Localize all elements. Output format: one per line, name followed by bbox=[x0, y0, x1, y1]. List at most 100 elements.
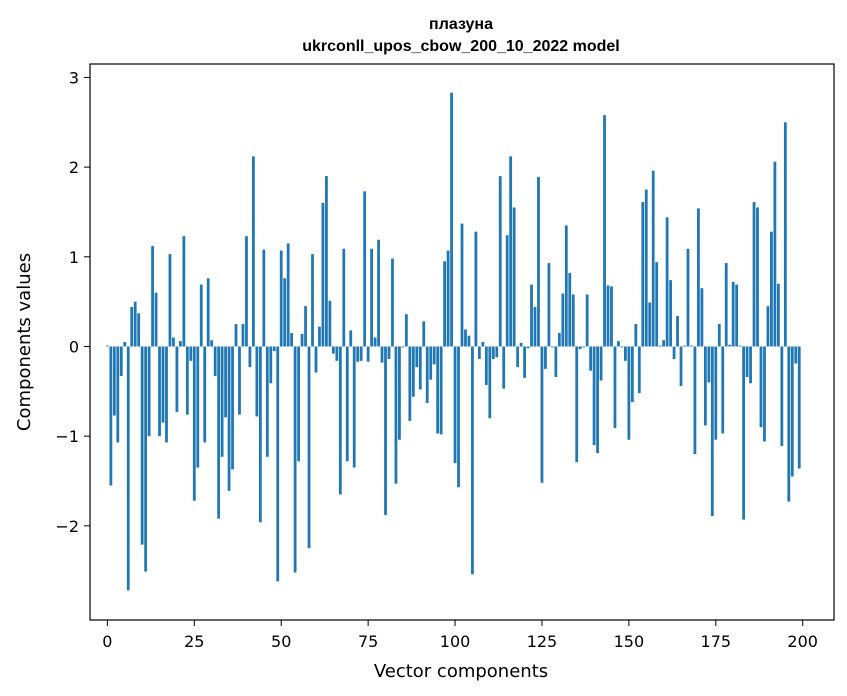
bar-175 bbox=[714, 346, 718, 440]
bar-39 bbox=[241, 324, 245, 347]
bar-64 bbox=[328, 300, 332, 347]
bar-66 bbox=[335, 346, 339, 361]
bar-24 bbox=[189, 346, 193, 361]
bar-42 bbox=[252, 156, 255, 347]
bar-168 bbox=[690, 345, 693, 347]
y-tick-label: 0 bbox=[69, 337, 79, 356]
bar-166 bbox=[683, 345, 686, 347]
bar-136 bbox=[578, 346, 582, 350]
bar-22 bbox=[182, 236, 186, 347]
bar-159 bbox=[658, 345, 662, 347]
x-tick-label: 50 bbox=[271, 632, 291, 651]
bar-75 bbox=[366, 346, 370, 362]
bar-25 bbox=[192, 346, 196, 501]
bar-65 bbox=[331, 346, 335, 354]
bar-179 bbox=[728, 344, 732, 347]
bar-63 bbox=[325, 176, 328, 347]
bar-60 bbox=[314, 346, 318, 373]
bar-194 bbox=[780, 346, 784, 447]
x-axis-label: Vector components bbox=[374, 661, 548, 682]
bar-80 bbox=[384, 346, 387, 516]
bar-149 bbox=[624, 346, 627, 361]
bar-104 bbox=[467, 335, 471, 347]
bar-85 bbox=[401, 346, 405, 348]
bar-164 bbox=[676, 315, 679, 347]
bar-176 bbox=[717, 324, 721, 347]
bar-1 bbox=[109, 346, 113, 486]
bar-117 bbox=[512, 207, 516, 347]
bar-54 bbox=[293, 346, 297, 573]
bar-135 bbox=[575, 346, 579, 463]
bar-100 bbox=[453, 346, 457, 464]
bar-171 bbox=[700, 288, 704, 347]
bar-96 bbox=[439, 346, 443, 435]
bar-196 bbox=[787, 346, 791, 502]
bar-12 bbox=[147, 346, 151, 437]
bar-17 bbox=[165, 346, 168, 443]
bar-46 bbox=[265, 346, 269, 457]
bar-147 bbox=[617, 341, 620, 347]
bar-21 bbox=[179, 341, 182, 347]
bar-15 bbox=[158, 346, 161, 437]
bar-23 bbox=[185, 346, 189, 415]
bar-93 bbox=[429, 346, 433, 380]
bar-116 bbox=[509, 156, 513, 347]
bar-125 bbox=[540, 346, 544, 483]
bar-36 bbox=[231, 346, 234, 470]
bar-86 bbox=[404, 314, 408, 347]
bar-173 bbox=[707, 346, 711, 383]
bar-32 bbox=[217, 346, 221, 519]
bar-0 bbox=[105, 345, 109, 347]
bar-45 bbox=[262, 249, 266, 347]
bar-163 bbox=[672, 346, 676, 360]
bar-124 bbox=[537, 176, 540, 347]
bar-121 bbox=[526, 346, 530, 349]
x-tick-label: 0 bbox=[102, 632, 112, 651]
bar-162 bbox=[669, 280, 672, 347]
chart-title-line2: ukrconll_upos_cbow_200_10_2022 model bbox=[302, 38, 619, 55]
bar-51 bbox=[283, 278, 287, 347]
bar-2 bbox=[112, 346, 116, 416]
bar-143 bbox=[603, 115, 606, 347]
bar-189 bbox=[763, 346, 766, 442]
bar-182 bbox=[738, 345, 742, 347]
bar-187 bbox=[756, 207, 759, 347]
bar-71 bbox=[352, 346, 356, 468]
y-axis-label: Components values bbox=[14, 253, 35, 431]
bar-82 bbox=[391, 258, 394, 347]
bar-18 bbox=[168, 254, 172, 347]
bar-16 bbox=[161, 346, 165, 423]
bar-19 bbox=[172, 337, 175, 347]
bar-38 bbox=[238, 346, 241, 415]
bar-155 bbox=[644, 189, 648, 347]
bar-115 bbox=[505, 235, 509, 347]
bar-4 bbox=[119, 346, 123, 377]
bar-69 bbox=[345, 346, 349, 462]
bar-184 bbox=[745, 346, 749, 377]
bar-152 bbox=[634, 324, 638, 347]
bar-178 bbox=[724, 263, 728, 347]
bar-8 bbox=[133, 301, 137, 347]
bar-89 bbox=[415, 346, 419, 368]
bar-199 bbox=[797, 346, 801, 469]
bar-98 bbox=[446, 250, 450, 347]
bar-97 bbox=[443, 261, 447, 347]
bar-102 bbox=[460, 223, 464, 347]
bar-191 bbox=[770, 231, 773, 347]
bar-156 bbox=[648, 302, 652, 347]
bar-57 bbox=[304, 306, 307, 347]
bar-131 bbox=[561, 293, 565, 347]
bar-67 bbox=[338, 346, 342, 495]
bar-6 bbox=[126, 346, 130, 591]
bar-73 bbox=[359, 346, 363, 361]
y-tick-label: 3 bbox=[69, 68, 79, 87]
bar-78 bbox=[377, 239, 380, 347]
bars-group bbox=[105, 92, 801, 591]
bar-14 bbox=[154, 292, 158, 347]
bar-72 bbox=[356, 346, 360, 362]
bar-110 bbox=[488, 346, 492, 419]
bar-138 bbox=[585, 294, 589, 347]
bar-27 bbox=[199, 284, 203, 347]
bar-76 bbox=[370, 248, 373, 347]
